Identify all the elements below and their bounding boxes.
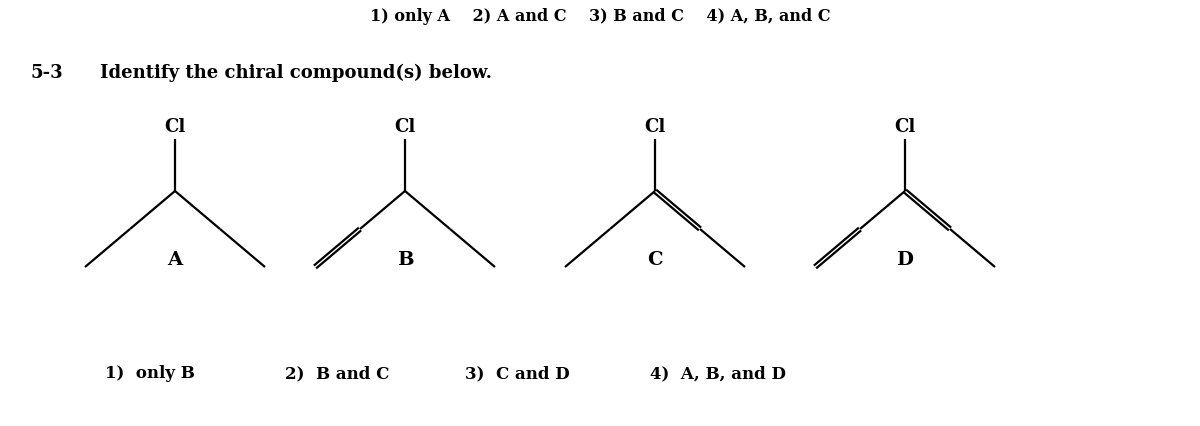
- Text: C: C: [647, 251, 662, 269]
- Text: Cl: Cl: [164, 118, 186, 136]
- Text: 2)  B and C: 2) B and C: [286, 366, 389, 383]
- Text: 1)  only B: 1) only B: [106, 366, 194, 383]
- Text: 1) only A    2) A and C    3) B and C    4) A, B, and C: 1) only A 2) A and C 3) B and C 4) A, B,…: [370, 8, 830, 25]
- Text: 3)  C and D: 3) C and D: [466, 366, 570, 383]
- Text: A: A: [168, 251, 182, 269]
- Text: 5-3: 5-3: [30, 64, 62, 82]
- Text: 4)  A, B, and D: 4) A, B, and D: [650, 366, 786, 383]
- Text: Identify the chiral compound(s) below.: Identify the chiral compound(s) below.: [100, 64, 492, 82]
- Text: Cl: Cl: [894, 118, 916, 136]
- Text: B: B: [397, 251, 413, 269]
- Text: Cl: Cl: [395, 118, 415, 136]
- Text: D: D: [896, 251, 913, 269]
- Text: Cl: Cl: [644, 118, 666, 136]
